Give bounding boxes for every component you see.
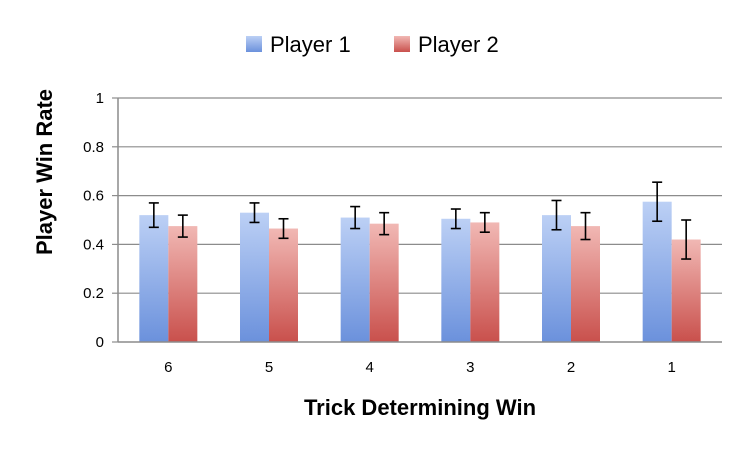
error-bar-player-1-trick-4 bbox=[350, 205, 361, 230]
legend-swatch-player-2 bbox=[394, 36, 410, 52]
error-bar-player-1-trick-6 bbox=[148, 202, 159, 229]
error-bar-player-1-trick-3 bbox=[450, 208, 461, 230]
y-tick-label: 0 bbox=[96, 334, 104, 351]
y-tick-label: 0.8 bbox=[83, 139, 104, 156]
bar-player-2-trick-4 bbox=[369, 223, 399, 342]
bar-player-1-trick-5 bbox=[240, 212, 269, 342]
error-bar-player-2-trick-6 bbox=[177, 214, 188, 238]
bar-player-1-trick-2 bbox=[542, 215, 571, 342]
y-axis-ticks: 0 0.2 0.4 0.6 0.8 1 bbox=[83, 90, 118, 351]
x-tick-label: 1 bbox=[667, 359, 675, 376]
bar-player-2-trick-3 bbox=[470, 222, 500, 342]
y-tick-label: 1 bbox=[96, 90, 104, 107]
error-bar-player-2-trick-5 bbox=[278, 217, 289, 240]
bar-player-1-trick-6 bbox=[139, 215, 169, 342]
error-bar-player-2-trick-4 bbox=[379, 211, 390, 236]
error-bar-player-2-trick-1 bbox=[681, 219, 692, 260]
x-tick-label: 6 bbox=[164, 359, 172, 376]
legend-label-player-2: Player 2 bbox=[418, 32, 499, 57]
x-tick-label: 3 bbox=[466, 359, 474, 376]
error-bars bbox=[148, 181, 692, 260]
bar-player-2-trick-2 bbox=[571, 226, 600, 342]
error-bar-player-2-trick-3 bbox=[479, 211, 490, 233]
bar-player-1-trick-4 bbox=[340, 217, 370, 342]
x-tick-label: 4 bbox=[365, 359, 373, 376]
gridlines bbox=[118, 97, 722, 294]
bar-player-1-trick-3 bbox=[441, 218, 471, 342]
bar-player-2-trick-6 bbox=[168, 226, 198, 342]
error-bar-player-1-trick-1 bbox=[652, 181, 663, 223]
y-axis-title: Player Win Rate bbox=[32, 89, 57, 255]
x-tick-label: 2 bbox=[567, 359, 575, 376]
bar-player-1-trick-1 bbox=[642, 201, 672, 342]
error-bar-player-2-trick-2 bbox=[580, 211, 591, 241]
x-axis-title: Trick Determining Win bbox=[304, 395, 536, 420]
error-bar-player-1-trick-2 bbox=[551, 199, 562, 231]
y-tick-label: 0.2 bbox=[83, 285, 104, 302]
legend-swatch-player-1 bbox=[246, 36, 262, 52]
legend-label-player-1: Player 1 bbox=[270, 32, 351, 57]
y-tick-label: 0.4 bbox=[83, 236, 104, 253]
y-tick-label: 0.6 bbox=[83, 188, 104, 205]
bars bbox=[139, 201, 701, 342]
x-axis-ticks: 6 5 4 3 2 1 bbox=[164, 359, 676, 376]
bar-player-2-trick-5 bbox=[269, 228, 298, 342]
error-bar-player-1-trick-5 bbox=[249, 202, 260, 224]
x-tick-label: 5 bbox=[265, 359, 273, 376]
legend: Player 1 Player 2 bbox=[246, 32, 499, 57]
